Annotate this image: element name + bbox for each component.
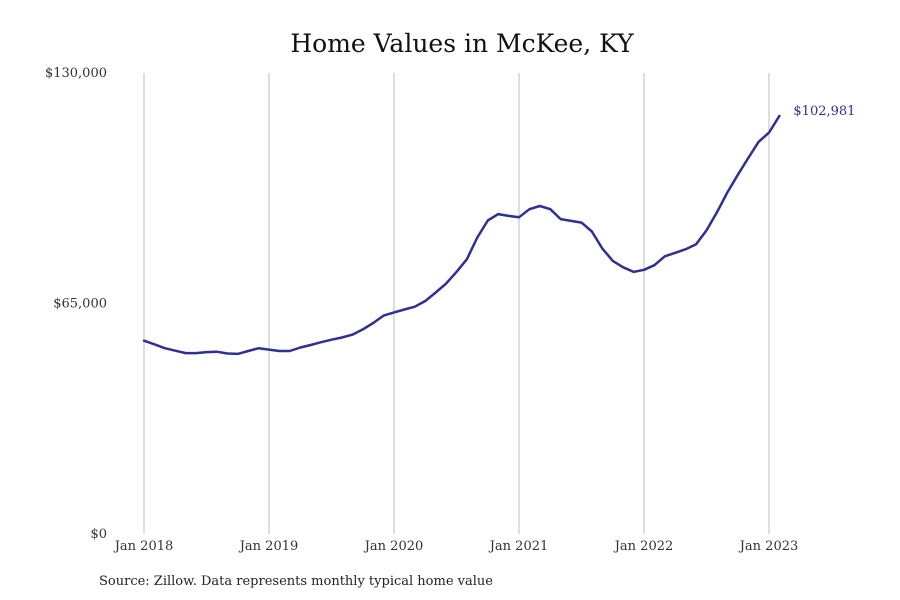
x-tick-label: Jan 2022: [613, 539, 674, 554]
x-tick-label: Jan 2023: [738, 539, 799, 554]
x-tick-label: Jan 2018: [113, 539, 174, 554]
x-axis-tick-labels: Jan 2018 Jan 2019 Jan 2020 Jan 2021 Jan 2022…: [113, 539, 799, 554]
y-axis-tick-labels: $0 $65,000 $130,000: [45, 66, 107, 542]
y-tick-label: $65,000: [53, 297, 107, 312]
chart-title: Home Values in McKee, KY: [290, 29, 634, 58]
source-note: Source: Zillow. Data represents monthly …: [99, 574, 493, 589]
x-tick-label: Jan 2019: [238, 539, 299, 554]
series-line-0: [142, 114, 781, 356]
series-group: [142, 114, 781, 356]
x-tick-label: Jan 2020: [363, 539, 424, 554]
y-tick-label: $0: [90, 527, 107, 542]
vertical-gridlines: [143, 73, 770, 534]
y-tick-label: $130,000: [45, 66, 107, 81]
end-value-label: $102,981: [793, 104, 855, 119]
x-tick-label: Jan 2021: [488, 539, 549, 554]
